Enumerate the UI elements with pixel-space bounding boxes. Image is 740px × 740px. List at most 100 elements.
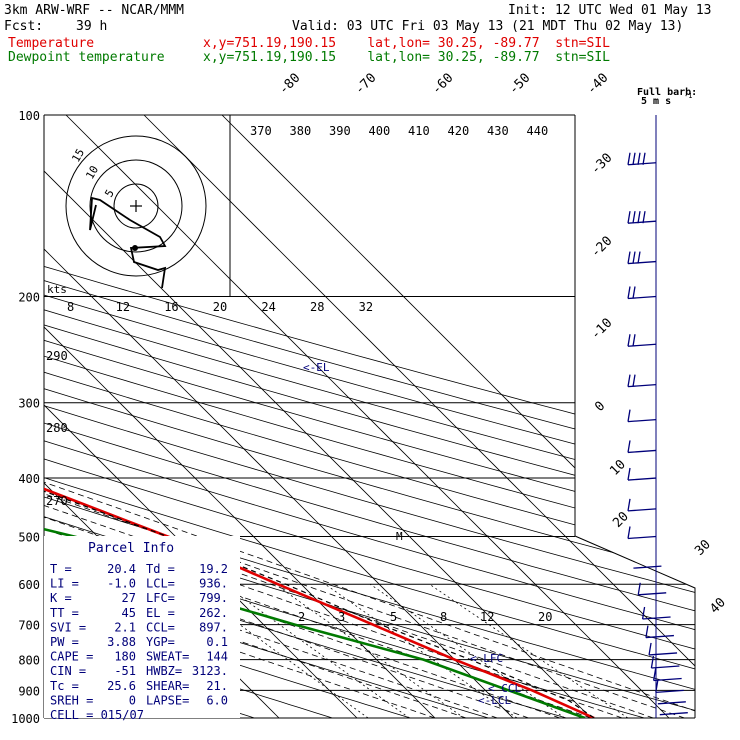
mixing-ratio-label: 5 bbox=[390, 610, 397, 624]
pressure-tick-label: 200 bbox=[18, 291, 40, 305]
dry-adiabat-line bbox=[44, 115, 695, 718]
speed-scale-label: 20 bbox=[213, 300, 227, 314]
pressure-tick-label: 400 bbox=[18, 472, 40, 486]
wind-barb bbox=[645, 634, 674, 639]
wind-barb-flag bbox=[641, 606, 646, 620]
parcel-label: TT = bbox=[50, 606, 79, 620]
parcel-value: 180 bbox=[114, 650, 136, 664]
theta-label: 420 bbox=[448, 124, 470, 138]
parcel-label: SWEAT= bbox=[146, 650, 189, 664]
wind-barb-flag bbox=[632, 152, 636, 165]
wind-barb-flag bbox=[637, 152, 641, 165]
hodograph-ring-label: 15 bbox=[69, 147, 87, 165]
temperature-tick-label: -60 bbox=[429, 71, 456, 98]
parcel-label: EL = bbox=[146, 606, 175, 620]
dry-adiabat-line bbox=[44, 115, 695, 718]
speed-scale-label: 16 bbox=[164, 300, 178, 314]
temperature-tick-label: -80 bbox=[276, 71, 303, 98]
pressure-tick-label: 900 bbox=[18, 684, 40, 698]
theta-side-label: 270 bbox=[46, 494, 68, 508]
mixing-ratio-label: 3 bbox=[338, 610, 345, 624]
parcel-info-title: Parcel Info bbox=[88, 541, 174, 556]
parcel-label: SVI = bbox=[50, 620, 86, 634]
temperature-tick-label: -50 bbox=[506, 71, 533, 98]
wind-barb-flag bbox=[627, 334, 631, 347]
wind-barb-flag bbox=[627, 211, 631, 224]
dewpoint-location: x,y=751.19,190.15 lat,lon= 30.25, -89.77… bbox=[203, 50, 610, 65]
speed-scale-label: 24 bbox=[261, 300, 275, 314]
isotherm-line bbox=[44, 115, 358, 718]
parcel-label: LFC= bbox=[146, 591, 175, 605]
parcel-label: LAPSE= bbox=[146, 693, 189, 707]
parcel-label: Td = bbox=[146, 562, 175, 576]
parcel-value: 0 bbox=[129, 693, 136, 707]
parcel-value: 3.88 bbox=[107, 635, 136, 649]
wind-barb bbox=[627, 383, 657, 388]
temperature-location: x,y=751.19,190.15 lat,lon= 30.25, -89.77… bbox=[203, 36, 610, 51]
parcel-path bbox=[44, 402, 595, 718]
isotherm-line bbox=[44, 115, 514, 718]
parcel-label: SREH = bbox=[50, 693, 93, 707]
parcel-label: CIN = bbox=[50, 664, 86, 678]
wind-barb bbox=[655, 689, 684, 694]
wind-barb-flag bbox=[627, 526, 631, 539]
mixing-ratio-line bbox=[429, 583, 629, 718]
pressure-tick-label: 300 bbox=[18, 397, 40, 411]
wind-barb-flag bbox=[632, 374, 636, 387]
dry-adiabat-line bbox=[44, 115, 489, 718]
speed-scale-label: 32 bbox=[359, 300, 373, 314]
parcel-value: 21. bbox=[206, 679, 228, 693]
parcel-label: YGP= bbox=[146, 635, 175, 649]
barb-title-2: 5 m s bbox=[641, 96, 671, 107]
dry-adiabat-line bbox=[44, 115, 695, 718]
theta-label: 390 bbox=[329, 124, 351, 138]
hodograph-ring bbox=[65, 135, 207, 277]
temperature-tick-label: -70 bbox=[352, 71, 379, 98]
wind-barb-flag bbox=[645, 625, 649, 638]
parcel-value: -51 bbox=[114, 664, 136, 678]
wind-barb-flag bbox=[627, 374, 631, 387]
parcel-value: 799. bbox=[199, 591, 228, 605]
wind-barb bbox=[653, 677, 682, 682]
temperature-tick-label: -20 bbox=[588, 234, 615, 261]
pressure-tick-label: 100 bbox=[18, 109, 40, 123]
wind-barb-flag bbox=[637, 211, 641, 224]
hodograph-ring bbox=[113, 183, 159, 229]
isotherm-line bbox=[65, 115, 670, 718]
parcel-value: 19.2 bbox=[199, 562, 228, 576]
wind-barb-flag bbox=[627, 498, 631, 511]
moist-adiabat-line bbox=[44, 296, 623, 718]
parcel-value: 897. bbox=[199, 620, 228, 634]
dry-adiabat-line bbox=[44, 115, 695, 718]
parcel-value: 0.1 bbox=[206, 635, 228, 649]
temperature-tick-label: -30 bbox=[588, 151, 615, 178]
hodograph-ring bbox=[89, 159, 183, 253]
speed-scale-label: 28 bbox=[310, 300, 324, 314]
barb-title-1: Full barb: bbox=[637, 87, 697, 98]
mixing-ratio-label: 2 bbox=[298, 610, 305, 624]
wind-barb-flag bbox=[627, 251, 631, 264]
wind-barb bbox=[627, 220, 657, 224]
dry-adiabat-line bbox=[44, 115, 695, 718]
wind-barb bbox=[659, 712, 688, 716]
wind-barb bbox=[627, 162, 657, 166]
valid-time: Valid: 03 UTC Fri 03 May 13 (21 MDT Thu … bbox=[292, 19, 684, 34]
parcel-label: LI = bbox=[50, 577, 79, 591]
dry-adiabat-line bbox=[44, 115, 695, 718]
dry-adiabat-line bbox=[44, 115, 695, 718]
forecast-hour: 39 h bbox=[76, 19, 108, 34]
pressure-tick-label: 500 bbox=[18, 530, 40, 544]
wind-barb-flag bbox=[627, 286, 631, 299]
wind-barb bbox=[638, 592, 667, 596]
parcel-label: PW = bbox=[50, 635, 79, 649]
wind-barb-flag bbox=[653, 668, 657, 681]
parcel-cell: CELL = 015/07 bbox=[50, 708, 144, 722]
wind-barb bbox=[627, 449, 657, 454]
parcel-info-box bbox=[44, 536, 240, 718]
parcel-value: 144 bbox=[206, 650, 228, 664]
forecast-label: Fcst: bbox=[4, 19, 44, 34]
wind-barb-flag bbox=[627, 152, 631, 165]
wind-barb-flag bbox=[648, 642, 652, 656]
parcel-label: CCL= bbox=[146, 620, 175, 634]
mixing-ratio-line bbox=[223, 583, 410, 718]
